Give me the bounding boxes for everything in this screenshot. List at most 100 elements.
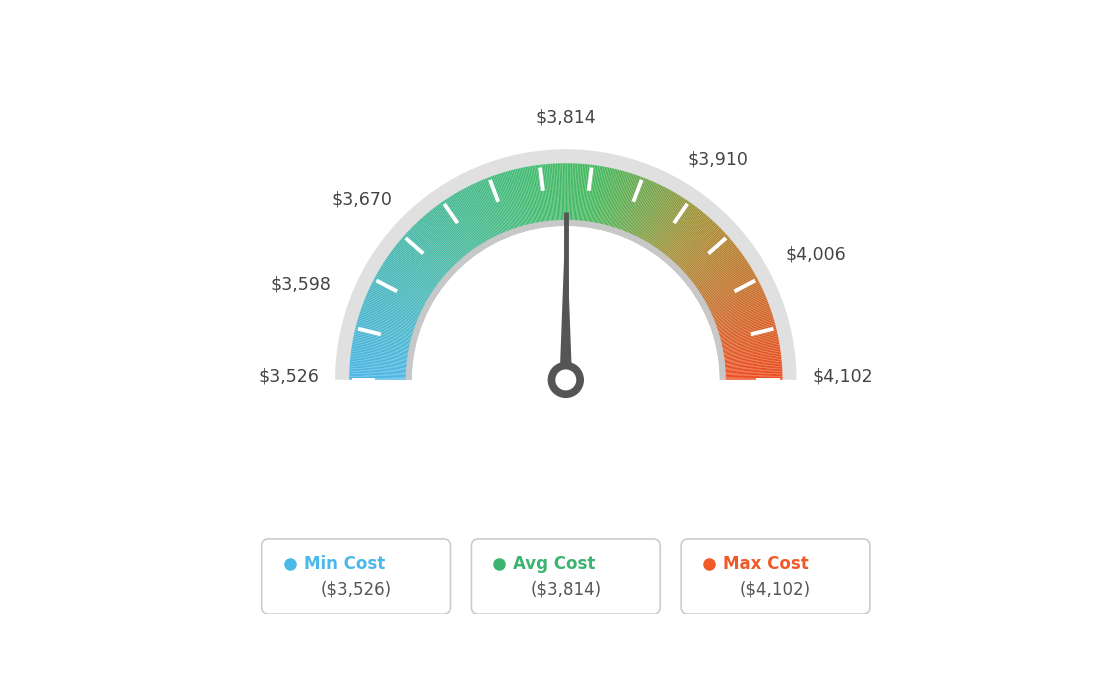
Wedge shape: [714, 321, 775, 339]
Wedge shape: [596, 168, 609, 229]
Wedge shape: [709, 300, 768, 324]
Text: ($3,814): ($3,814): [530, 581, 602, 599]
Wedge shape: [720, 373, 783, 376]
Wedge shape: [418, 219, 463, 267]
Wedge shape: [720, 366, 783, 371]
Wedge shape: [597, 168, 612, 230]
Wedge shape: [360, 311, 420, 333]
Wedge shape: [466, 187, 496, 244]
Wedge shape: [711, 306, 771, 329]
Wedge shape: [363, 302, 423, 326]
Wedge shape: [349, 378, 412, 380]
Wedge shape: [615, 175, 636, 235]
Wedge shape: [679, 233, 726, 277]
Wedge shape: [700, 273, 755, 305]
Wedge shape: [602, 169, 618, 230]
Wedge shape: [576, 164, 583, 226]
Wedge shape: [513, 169, 530, 230]
Wedge shape: [530, 166, 542, 228]
Wedge shape: [357, 321, 417, 339]
Wedge shape: [371, 284, 427, 313]
Wedge shape: [657, 206, 696, 257]
Wedge shape: [709, 299, 767, 324]
Wedge shape: [613, 173, 633, 234]
Wedge shape: [638, 188, 669, 244]
Wedge shape: [686, 243, 735, 284]
Wedge shape: [491, 176, 513, 235]
Wedge shape: [350, 356, 413, 364]
Wedge shape: [485, 179, 509, 237]
Wedge shape: [658, 206, 698, 257]
Wedge shape: [634, 186, 662, 242]
Wedge shape: [562, 164, 564, 226]
Wedge shape: [719, 355, 782, 363]
Wedge shape: [719, 359, 782, 366]
Wedge shape: [641, 191, 673, 246]
Wedge shape: [349, 368, 412, 373]
Wedge shape: [558, 164, 561, 226]
Wedge shape: [696, 264, 750, 299]
Wedge shape: [711, 308, 771, 330]
Wedge shape: [651, 199, 688, 253]
Wedge shape: [533, 166, 544, 228]
Wedge shape: [669, 219, 713, 267]
Wedge shape: [584, 165, 593, 227]
Wedge shape: [438, 204, 477, 255]
Wedge shape: [716, 334, 778, 348]
Wedge shape: [425, 214, 467, 263]
Wedge shape: [716, 336, 778, 350]
Wedge shape: [353, 336, 415, 350]
Wedge shape: [624, 179, 649, 238]
Wedge shape: [676, 228, 721, 273]
Wedge shape: [640, 190, 671, 246]
Wedge shape: [432, 208, 471, 259]
Text: ($3,526): ($3,526): [320, 581, 392, 599]
Wedge shape: [431, 210, 470, 260]
Wedge shape: [545, 164, 552, 227]
Wedge shape: [720, 375, 783, 377]
Wedge shape: [647, 196, 682, 250]
Wedge shape: [594, 167, 606, 229]
Wedge shape: [355, 324, 417, 342]
Wedge shape: [540, 164, 549, 227]
Wedge shape: [453, 195, 487, 249]
Wedge shape: [626, 180, 651, 239]
Wedge shape: [662, 212, 704, 262]
Wedge shape: [358, 318, 418, 337]
Wedge shape: [549, 164, 555, 226]
Wedge shape: [720, 371, 783, 375]
Wedge shape: [659, 208, 699, 258]
Wedge shape: [372, 282, 428, 311]
Wedge shape: [452, 195, 486, 249]
Wedge shape: [581, 164, 588, 227]
Wedge shape: [433, 208, 473, 258]
Wedge shape: [672, 223, 716, 270]
Wedge shape: [588, 166, 599, 228]
Wedge shape: [718, 341, 779, 353]
Wedge shape: [648, 197, 683, 250]
Wedge shape: [682, 238, 731, 280]
Wedge shape: [405, 233, 453, 277]
Wedge shape: [580, 164, 586, 227]
Wedge shape: [720, 377, 783, 379]
Wedge shape: [417, 221, 461, 268]
Wedge shape: [371, 283, 428, 313]
Wedge shape: [622, 178, 646, 237]
Wedge shape: [698, 270, 753, 303]
Wedge shape: [690, 253, 742, 290]
Wedge shape: [628, 181, 655, 239]
Wedge shape: [375, 274, 432, 306]
Wedge shape: [564, 164, 565, 226]
Wedge shape: [351, 348, 414, 358]
Wedge shape: [423, 216, 465, 264]
Wedge shape: [535, 165, 545, 228]
Wedge shape: [631, 184, 659, 242]
Text: Min Cost: Min Cost: [304, 555, 385, 573]
Wedge shape: [643, 193, 676, 248]
Wedge shape: [715, 331, 777, 346]
Wedge shape: [714, 324, 776, 342]
Wedge shape: [625, 179, 650, 238]
Wedge shape: [718, 343, 779, 355]
Wedge shape: [715, 329, 777, 345]
FancyBboxPatch shape: [471, 539, 660, 614]
